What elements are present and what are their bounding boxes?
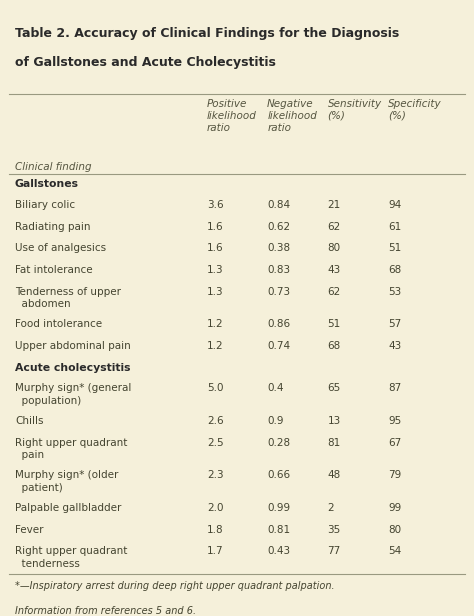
Text: Fever: Fever	[15, 525, 44, 535]
Text: 53: 53	[388, 287, 401, 297]
Text: 0.81: 0.81	[267, 525, 290, 535]
Text: Food intolerance: Food intolerance	[15, 320, 102, 330]
Text: Chills: Chills	[15, 416, 44, 426]
Text: 13: 13	[328, 416, 341, 426]
Text: 0.73: 0.73	[267, 287, 290, 297]
Text: 0.83: 0.83	[267, 265, 290, 275]
Text: 5.0: 5.0	[207, 383, 223, 394]
Text: 0.99: 0.99	[267, 503, 290, 513]
Text: Right upper quadrant
  tenderness: Right upper quadrant tenderness	[15, 546, 128, 569]
Text: 0.66: 0.66	[267, 471, 290, 480]
Text: Information from references 5 and 6.: Information from references 5 and 6.	[15, 606, 196, 615]
Text: Gallstones: Gallstones	[15, 179, 79, 189]
Text: Specificity
(%): Specificity (%)	[388, 99, 442, 121]
Text: Right upper quadrant
  pain: Right upper quadrant pain	[15, 438, 128, 460]
Text: Sensitivity
(%): Sensitivity (%)	[328, 99, 382, 121]
Text: 81: 81	[328, 438, 341, 448]
Text: 51: 51	[328, 320, 341, 330]
Text: 35: 35	[328, 525, 341, 535]
Text: 77: 77	[328, 546, 341, 556]
Text: 0.74: 0.74	[267, 341, 290, 351]
Text: 2.6: 2.6	[207, 416, 223, 426]
Text: 1.2: 1.2	[207, 341, 223, 351]
Text: 0.62: 0.62	[267, 222, 290, 232]
Text: 80: 80	[328, 243, 341, 253]
Text: 68: 68	[328, 341, 341, 351]
Text: Acute cholecystitis: Acute cholecystitis	[15, 363, 130, 373]
Text: 0.9: 0.9	[267, 416, 284, 426]
Text: 0.4: 0.4	[267, 383, 284, 394]
Text: 0.38: 0.38	[267, 243, 290, 253]
Text: 51: 51	[388, 243, 401, 253]
Text: 21: 21	[328, 200, 341, 210]
Text: 2.3: 2.3	[207, 471, 223, 480]
Text: 2.5: 2.5	[207, 438, 223, 448]
Text: 2.0: 2.0	[207, 503, 223, 513]
Text: Murphy sign* (older
  patient): Murphy sign* (older patient)	[15, 471, 118, 493]
Text: 3.6: 3.6	[207, 200, 223, 210]
Text: 1.3: 1.3	[207, 287, 223, 297]
Text: 99: 99	[388, 503, 401, 513]
Text: 0.84: 0.84	[267, 200, 290, 210]
Text: 43: 43	[328, 265, 341, 275]
Text: of Gallstones and Acute Cholecystitis: of Gallstones and Acute Cholecystitis	[15, 56, 276, 69]
Text: Upper abdominal pain: Upper abdominal pain	[15, 341, 131, 351]
Text: 87: 87	[388, 383, 401, 394]
Text: 1.6: 1.6	[207, 243, 223, 253]
Text: 68: 68	[388, 265, 401, 275]
Text: 1.7: 1.7	[207, 546, 223, 556]
Text: 79: 79	[388, 471, 401, 480]
Text: Tenderness of upper
  abdomen: Tenderness of upper abdomen	[15, 287, 121, 309]
Text: Use of analgesics: Use of analgesics	[15, 243, 106, 253]
Text: Biliary colic: Biliary colic	[15, 200, 75, 210]
Text: 65: 65	[328, 383, 341, 394]
Text: 61: 61	[388, 222, 401, 232]
Text: 57: 57	[388, 320, 401, 330]
Text: 62: 62	[328, 222, 341, 232]
Text: Clinical finding: Clinical finding	[15, 161, 91, 172]
Text: 54: 54	[388, 546, 401, 556]
Text: 62: 62	[328, 287, 341, 297]
Text: 67: 67	[388, 438, 401, 448]
Text: *—Inspiratory arrest during deep right upper quadrant palpation.: *—Inspiratory arrest during deep right u…	[15, 582, 335, 591]
Text: Table 2. Accuracy of Clinical Findings for the Diagnosis: Table 2. Accuracy of Clinical Findings f…	[15, 27, 399, 40]
Text: Palpable gallbladder: Palpable gallbladder	[15, 503, 121, 513]
Text: 95: 95	[388, 416, 401, 426]
Text: Radiating pain: Radiating pain	[15, 222, 91, 232]
Text: 0.28: 0.28	[267, 438, 290, 448]
Text: 80: 80	[388, 525, 401, 535]
Text: Negative
likelihood
ratio: Negative likelihood ratio	[267, 99, 317, 133]
Text: 1.2: 1.2	[207, 320, 223, 330]
Text: 1.3: 1.3	[207, 265, 223, 275]
Text: 2: 2	[328, 503, 334, 513]
Text: 0.43: 0.43	[267, 546, 290, 556]
Text: 48: 48	[328, 471, 341, 480]
Text: Murphy sign* (general
  population): Murphy sign* (general population)	[15, 383, 131, 406]
Text: 1.8: 1.8	[207, 525, 223, 535]
Text: 0.86: 0.86	[267, 320, 290, 330]
Text: Fat intolerance: Fat intolerance	[15, 265, 92, 275]
Text: 1.6: 1.6	[207, 222, 223, 232]
Text: 94: 94	[388, 200, 401, 210]
Text: Positive
likelihood
ratio: Positive likelihood ratio	[207, 99, 257, 133]
Text: 43: 43	[388, 341, 401, 351]
